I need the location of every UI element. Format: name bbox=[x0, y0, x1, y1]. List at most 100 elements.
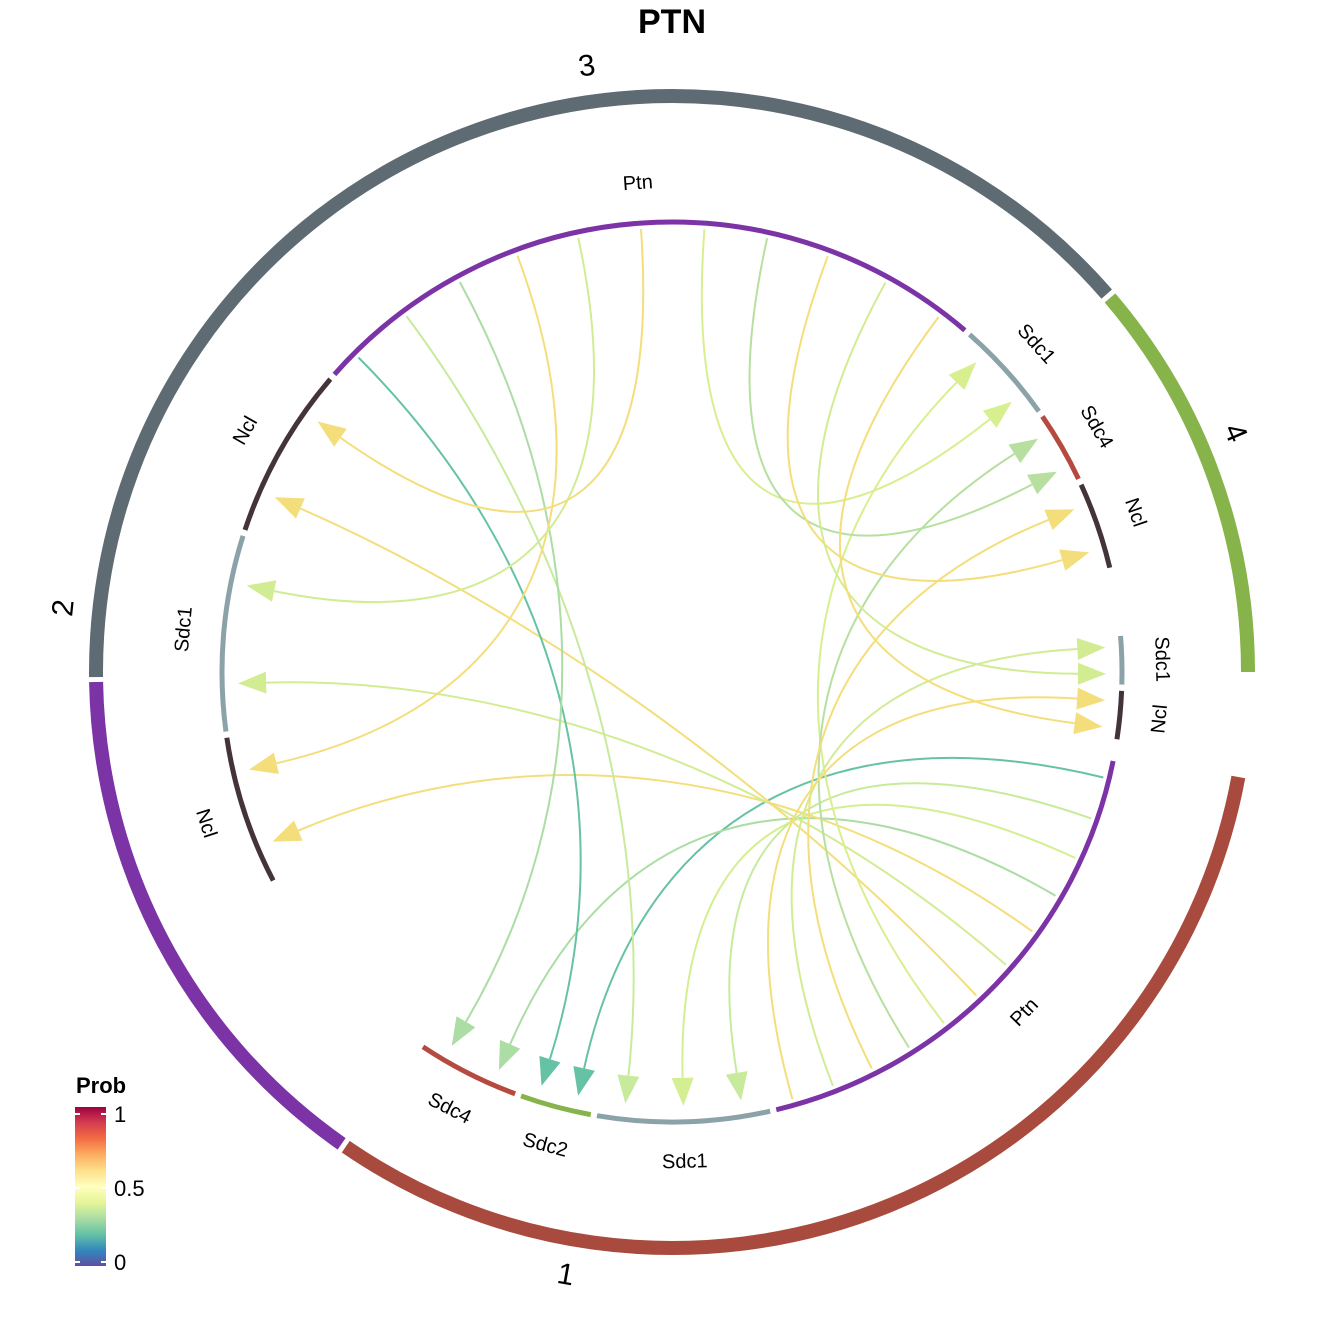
group-label-3: 3 bbox=[576, 48, 597, 83]
sector-arc-sdc1 bbox=[219, 535, 246, 732]
sector-label-sdc4: Sdc4 bbox=[424, 1088, 475, 1128]
sector-arc-sdc4 bbox=[1040, 415, 1081, 481]
sector-label-ptn: Ptn bbox=[622, 171, 653, 195]
chord-link-path bbox=[767, 696, 1078, 1100]
legend-colorbar bbox=[75, 1107, 106, 1266]
chord-arrowhead bbox=[498, 1039, 521, 1070]
sector-arcs bbox=[219, 219, 1125, 1125]
chord-link bbox=[246, 237, 595, 604]
sector-arc-sdc1 bbox=[967, 332, 1041, 413]
chord-link-path bbox=[509, 817, 1057, 1045]
sector-label-sdc4: Sdc4 bbox=[1075, 402, 1117, 452]
group-arc-1 bbox=[341, 775, 1246, 1255]
chord-arrowhead bbox=[274, 497, 305, 519]
chord-arrowhead bbox=[1076, 687, 1106, 710]
chord-link-path bbox=[681, 803, 1076, 1078]
chord-arrowhead bbox=[671, 1077, 694, 1106]
chord-arrowhead bbox=[725, 1071, 748, 1101]
group-label-1: 1 bbox=[555, 1257, 577, 1292]
sector-label-ncl: Ncl bbox=[1120, 495, 1150, 529]
chord-link-path bbox=[748, 238, 1033, 537]
chord-link bbox=[451, 281, 564, 1046]
chord-link-path bbox=[297, 774, 1033, 933]
chord-arrowhead bbox=[1044, 509, 1075, 531]
sector-label-ncl: Ncl bbox=[191, 806, 221, 840]
chord-link bbox=[272, 774, 1033, 933]
chord-arrowhead bbox=[1077, 662, 1106, 685]
chord-link bbox=[790, 638, 1106, 1087]
chord-link bbox=[839, 316, 1103, 735]
sector-arc-sdc4 bbox=[421, 1044, 517, 1097]
chord-link bbox=[573, 756, 1104, 1096]
group-label-2: 2 bbox=[46, 598, 81, 618]
sector-label-ncl: Ncl bbox=[229, 413, 262, 449]
sector-arc-sdc1 bbox=[1118, 635, 1125, 685]
chord-link bbox=[807, 509, 1075, 1069]
chord-arrowhead bbox=[246, 580, 277, 602]
chord-arrowhead bbox=[1059, 549, 1090, 571]
chord-link-path bbox=[817, 381, 958, 1024]
chord-link bbox=[238, 671, 1007, 966]
group-label-4: 4 bbox=[1217, 419, 1254, 447]
chord-link-path bbox=[786, 255, 1063, 582]
chart-title: PTN bbox=[638, 3, 706, 41]
chord-arrowhead bbox=[317, 421, 347, 447]
group-arc-3 bbox=[89, 89, 1112, 678]
chord-arrowhead bbox=[272, 820, 303, 842]
links-layer bbox=[238, 229, 1106, 1106]
sector-label-sdc1: Sdc1 bbox=[662, 1150, 708, 1173]
sector-label-ptn: Ptn bbox=[1006, 994, 1043, 1031]
sector-arc-ncl bbox=[224, 737, 276, 882]
chord-link-path bbox=[276, 255, 558, 765]
chord-arrowhead bbox=[1076, 638, 1106, 660]
chord-link bbox=[357, 356, 582, 1086]
legend: Prob 10.50 bbox=[75, 1073, 145, 1275]
chord-arrowhead bbox=[948, 362, 977, 391]
chord-link bbox=[817, 438, 1038, 1049]
chord-link-path bbox=[357, 356, 582, 1060]
sector-label-sdc1: Sdc1 bbox=[171, 606, 197, 653]
group-arcs bbox=[89, 89, 1255, 1255]
chord-link-path bbox=[790, 648, 1078, 1087]
chord-link-path bbox=[458, 281, 564, 1023]
chord-link bbox=[817, 282, 1106, 685]
chord-link bbox=[786, 255, 1090, 582]
legend-tick-label: 0 bbox=[114, 1250, 126, 1275]
chord-link-path bbox=[817, 453, 1015, 1049]
chord-link bbox=[498, 817, 1057, 1070]
chord-arrowhead bbox=[573, 1066, 595, 1096]
chord-link-path bbox=[807, 518, 1049, 1069]
chord-link-path bbox=[299, 507, 977, 997]
chord-arrowhead bbox=[238, 671, 267, 694]
sector-label-sdc1: Sdc1 bbox=[1013, 320, 1060, 369]
sector-arc-ncl bbox=[242, 377, 333, 531]
chord-link-path bbox=[405, 315, 635, 1076]
chord-link-path bbox=[339, 229, 645, 513]
chord-arrowhead bbox=[249, 752, 279, 774]
chord-link bbox=[700, 229, 1012, 505]
sector-arc-ptn bbox=[332, 219, 967, 377]
chord-arrowhead bbox=[1027, 471, 1057, 495]
chord-link bbox=[748, 238, 1057, 537]
chord-arrowhead bbox=[1008, 438, 1038, 464]
sector-labels: Ptn Sdc1 Sdc2 Sdc4 Ncl Sdc1 Ncl Ptn Sdc1 Sdc4 Ncl S… bbox=[171, 171, 1173, 1173]
chord-link bbox=[274, 497, 977, 997]
chord-arrowhead bbox=[539, 1055, 561, 1086]
legend-ticks: 10.50 bbox=[75, 1102, 145, 1275]
sector-arc-ptn bbox=[775, 760, 1116, 1113]
group-labels: 1 2 3 4 bbox=[46, 48, 1254, 1292]
sector-arc-ncl bbox=[1078, 483, 1113, 569]
chord-link bbox=[249, 255, 558, 774]
chord-arrowhead bbox=[982, 401, 1012, 428]
sector-label-sdc2: Sdc2 bbox=[520, 1129, 570, 1162]
chord-link bbox=[671, 803, 1076, 1106]
chord-arrowhead bbox=[617, 1074, 640, 1104]
chord-arrowhead bbox=[451, 1016, 476, 1046]
chord-link-path bbox=[700, 229, 991, 505]
legend-tick-label: 0.5 bbox=[114, 1176, 145, 1201]
chord-link bbox=[405, 315, 640, 1104]
chord-link bbox=[817, 362, 977, 1024]
chord-link-path bbox=[266, 681, 1007, 966]
group-arc-4 bbox=[1104, 293, 1255, 673]
chord-link-path bbox=[274, 237, 595, 604]
